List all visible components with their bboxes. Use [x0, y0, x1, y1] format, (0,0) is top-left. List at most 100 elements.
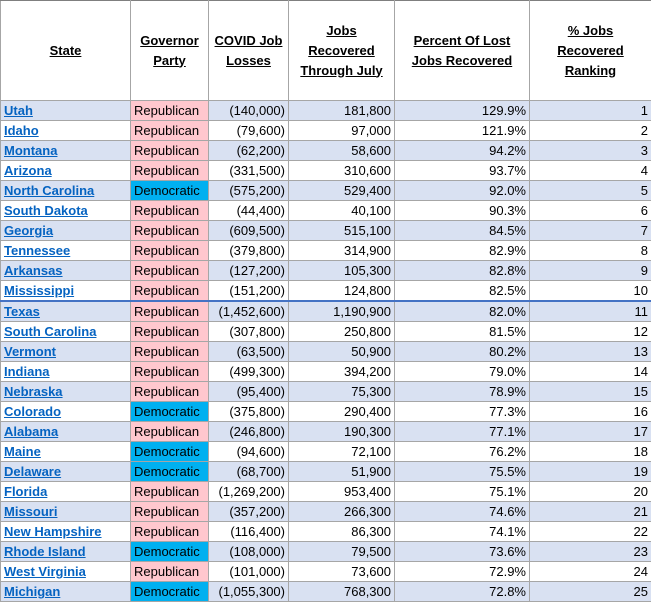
covid-job-losses-cell[interactable]: (609,500) — [208, 220, 289, 241]
jobs-recovered-cell[interactable]: 394,200 — [288, 361, 395, 382]
state-link[interactable]: North Carolina — [4, 183, 95, 198]
state-link[interactable]: Tennessee — [4, 243, 71, 258]
covid-job-losses-cell[interactable]: (44,400) — [208, 200, 289, 221]
percent-recovered-cell[interactable]: 93.7% — [394, 160, 530, 181]
governor-party-cell[interactable]: Republican — [130, 280, 209, 302]
jobs-recovered-cell[interactable]: 314,900 — [288, 240, 395, 261]
governor-party-cell[interactable]: Republican — [130, 220, 209, 241]
jobs-recovered-cell[interactable]: 124,800 — [288, 280, 395, 302]
jobs-recovered-cell[interactable]: 58,600 — [288, 140, 395, 161]
state-cell[interactable]: Vermont — [0, 341, 131, 362]
percent-recovered-cell[interactable]: 72.9% — [394, 561, 530, 582]
percent-recovered-cell[interactable]: 82.8% — [394, 260, 530, 281]
governor-party-cell[interactable]: Republican — [130, 421, 209, 442]
ranking-cell[interactable]: 22 — [529, 521, 651, 542]
jobs-recovered-cell[interactable]: 953,400 — [288, 481, 395, 502]
covid-job-losses-cell[interactable]: (127,200) — [208, 260, 289, 281]
covid-job-losses-cell[interactable]: (62,200) — [208, 140, 289, 161]
state-link[interactable]: Maine — [4, 444, 41, 459]
state-link[interactable]: South Carolina — [4, 324, 97, 339]
governor-party-cell[interactable]: Democratic — [130, 541, 209, 562]
percent-recovered-cell[interactable]: 82.0% — [394, 300, 530, 322]
state-link[interactable]: Arkansas — [4, 263, 63, 278]
state-link[interactable]: West Virginia — [4, 564, 86, 579]
state-cell[interactable]: Arkansas — [0, 260, 131, 281]
state-link[interactable]: Missouri — [4, 504, 58, 519]
state-link[interactable]: Michigan — [4, 584, 61, 599]
state-cell[interactable]: Arizona — [0, 160, 131, 181]
state-cell[interactable]: Missouri — [0, 501, 131, 522]
jobs-recovered-cell[interactable]: 97,000 — [288, 120, 395, 141]
state-link[interactable]: Arizona — [4, 163, 52, 178]
state-cell[interactable]: Montana — [0, 140, 131, 161]
jobs-recovered-cell[interactable]: 266,300 — [288, 501, 395, 522]
governor-party-cell[interactable]: Republican — [130, 341, 209, 362]
ranking-cell[interactable]: 4 — [529, 160, 651, 181]
state-cell[interactable]: Utah — [0, 100, 131, 121]
header-state[interactable]: State — [0, 0, 131, 101]
state-link[interactable]: Alabama — [4, 424, 59, 439]
ranking-cell[interactable]: 9 — [529, 260, 651, 281]
ranking-cell[interactable]: 12 — [529, 321, 651, 342]
percent-recovered-cell[interactable]: 84.5% — [394, 220, 530, 241]
state-link[interactable]: Mississippi — [4, 283, 75, 298]
state-link[interactable]: Indiana — [4, 364, 50, 379]
state-cell[interactable]: Mississippi — [0, 280, 131, 302]
jobs-recovered-cell[interactable]: 529,400 — [288, 180, 395, 201]
state-cell[interactable]: New Hampshire — [0, 521, 131, 542]
covid-job-losses-cell[interactable]: (63,500) — [208, 341, 289, 362]
governor-party-cell[interactable]: Republican — [130, 321, 209, 342]
jobs-recovered-cell[interactable]: 73,600 — [288, 561, 395, 582]
percent-recovered-cell[interactable]: 82.5% — [394, 280, 530, 302]
state-link[interactable]: Georgia — [4, 223, 54, 238]
ranking-cell[interactable]: 19 — [529, 461, 651, 482]
ranking-cell[interactable]: 6 — [529, 200, 651, 221]
governor-party-cell[interactable]: Republican — [130, 381, 209, 402]
governor-party-cell[interactable]: Republican — [130, 160, 209, 181]
ranking-cell[interactable]: 23 — [529, 541, 651, 562]
percent-recovered-cell[interactable]: 75.1% — [394, 481, 530, 502]
ranking-cell[interactable]: 17 — [529, 421, 651, 442]
governor-party-cell[interactable]: Democratic — [130, 461, 209, 482]
ranking-cell[interactable]: 21 — [529, 501, 651, 522]
ranking-cell[interactable]: 5 — [529, 180, 651, 201]
percent-recovered-cell[interactable]: 121.9% — [394, 120, 530, 141]
percent-recovered-cell[interactable]: 74.6% — [394, 501, 530, 522]
state-cell[interactable]: Nebraska — [0, 381, 131, 402]
ranking-cell[interactable]: 14 — [529, 361, 651, 382]
state-link[interactable]: Delaware — [4, 464, 62, 479]
state-cell[interactable]: South Carolina — [0, 321, 131, 342]
state-cell[interactable]: Idaho — [0, 120, 131, 141]
covid-job-losses-cell[interactable]: (379,800) — [208, 240, 289, 261]
governor-party-cell[interactable]: Republican — [130, 300, 209, 322]
header-governor-party[interactable]: Governor Party — [130, 0, 209, 101]
ranking-cell[interactable]: 24 — [529, 561, 651, 582]
state-link[interactable]: Nebraska — [4, 384, 63, 399]
state-link[interactable]: Utah — [4, 103, 33, 118]
covid-job-losses-cell[interactable]: (357,200) — [208, 501, 289, 522]
governor-party-cell[interactable]: Republican — [130, 501, 209, 522]
covid-job-losses-cell[interactable]: (307,800) — [208, 321, 289, 342]
state-cell[interactable]: Alabama — [0, 421, 131, 442]
jobs-recovered-cell[interactable]: 40,100 — [288, 200, 395, 221]
percent-recovered-cell[interactable]: 77.3% — [394, 401, 530, 422]
ranking-cell[interactable]: 11 — [529, 300, 651, 322]
ranking-cell[interactable]: 18 — [529, 441, 651, 462]
state-cell[interactable]: South Dakota — [0, 200, 131, 221]
covid-job-losses-cell[interactable]: (101,000) — [208, 561, 289, 582]
governor-party-cell[interactable]: Democratic — [130, 401, 209, 422]
covid-job-losses-cell[interactable]: (151,200) — [208, 280, 289, 302]
jobs-recovered-cell[interactable]: 768,300 — [288, 581, 395, 602]
jobs-recovered-cell[interactable]: 1,190,900 — [288, 300, 395, 322]
state-link[interactable]: Montana — [4, 143, 58, 158]
percent-recovered-cell[interactable]: 77.1% — [394, 421, 530, 442]
state-cell[interactable]: Indiana — [0, 361, 131, 382]
state-link[interactable]: Colorado — [4, 404, 62, 419]
jobs-recovered-cell[interactable]: 181,800 — [288, 100, 395, 121]
percent-recovered-cell[interactable]: 129.9% — [394, 100, 530, 121]
governor-party-cell[interactable]: Republican — [130, 100, 209, 121]
covid-job-losses-cell[interactable]: (375,800) — [208, 401, 289, 422]
state-cell[interactable]: Georgia — [0, 220, 131, 241]
percent-recovered-cell[interactable]: 75.5% — [394, 461, 530, 482]
jobs-recovered-cell[interactable]: 79,500 — [288, 541, 395, 562]
